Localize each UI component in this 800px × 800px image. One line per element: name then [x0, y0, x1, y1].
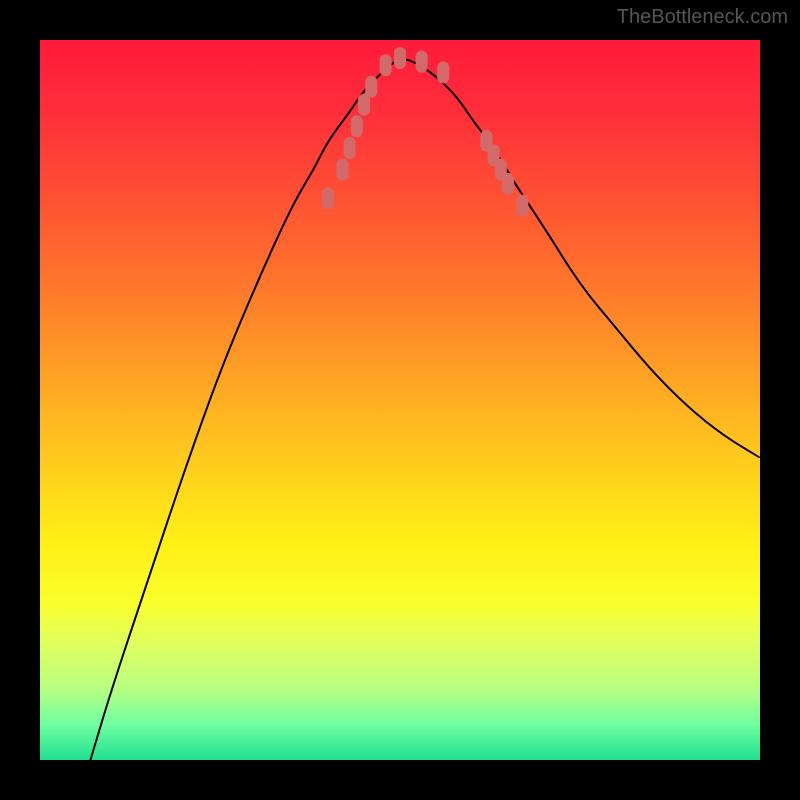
watermark-text: TheBottleneck.com	[617, 6, 788, 29]
gradient-background	[40, 40, 760, 760]
plot-area	[40, 40, 760, 760]
